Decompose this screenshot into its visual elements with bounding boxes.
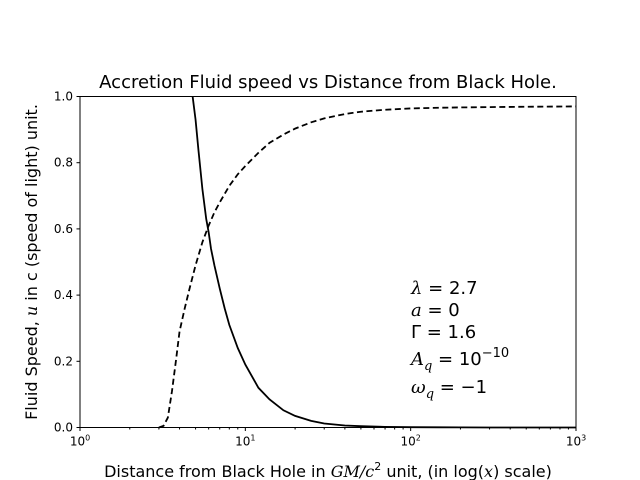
y-tick-label: 0.6 (54, 222, 73, 236)
y-tick-label: 0.8 (54, 156, 73, 170)
y-tick-label: 0.2 (54, 354, 73, 368)
y-axis-label: Fluid Speed, u in c (speed of light) uni… (22, 104, 41, 420)
annotation-line: Aq = 10−10 (409, 346, 509, 374)
annotation-line: a = 0 (411, 300, 460, 321)
x-tick-label: 102 (400, 434, 420, 449)
parameter-annotations: λ = 2.7a = 0Γ = 1.6 Aq = 10−10 ωq = −1 (409, 278, 509, 402)
x-axis: 100 101 102 103 (70, 427, 586, 449)
series-layer (158, 96, 577, 429)
series-line-solid (191, 96, 577, 429)
plot-area (79, 96, 577, 429)
chart-title: Accretion Fluid speed vs Distance from B… (99, 72, 557, 93)
x-tick-label: 103 (566, 434, 586, 449)
x-tick-label: 101 (235, 434, 255, 449)
annotation-line: Γ = 1.6 (411, 322, 476, 343)
x-tick-label: 100 (70, 434, 90, 449)
series-line-dashed (158, 105, 577, 429)
y-tick-label: 1.0 (54, 90, 73, 104)
y-tick-label: 0.0 (54, 421, 73, 435)
plot-frame (79, 96, 577, 428)
y-tick-label: 0.4 (54, 288, 73, 302)
annotation-line: ωq = −1 (411, 377, 487, 402)
annotation-line: λ = 2.7 (410, 278, 478, 299)
y-axis: 0.0 0.2 0.4 0.6 0.8 1.0 (54, 90, 80, 435)
x-axis-label: Distance from Black Hole in GM/c2 unit, … (104, 460, 552, 480)
